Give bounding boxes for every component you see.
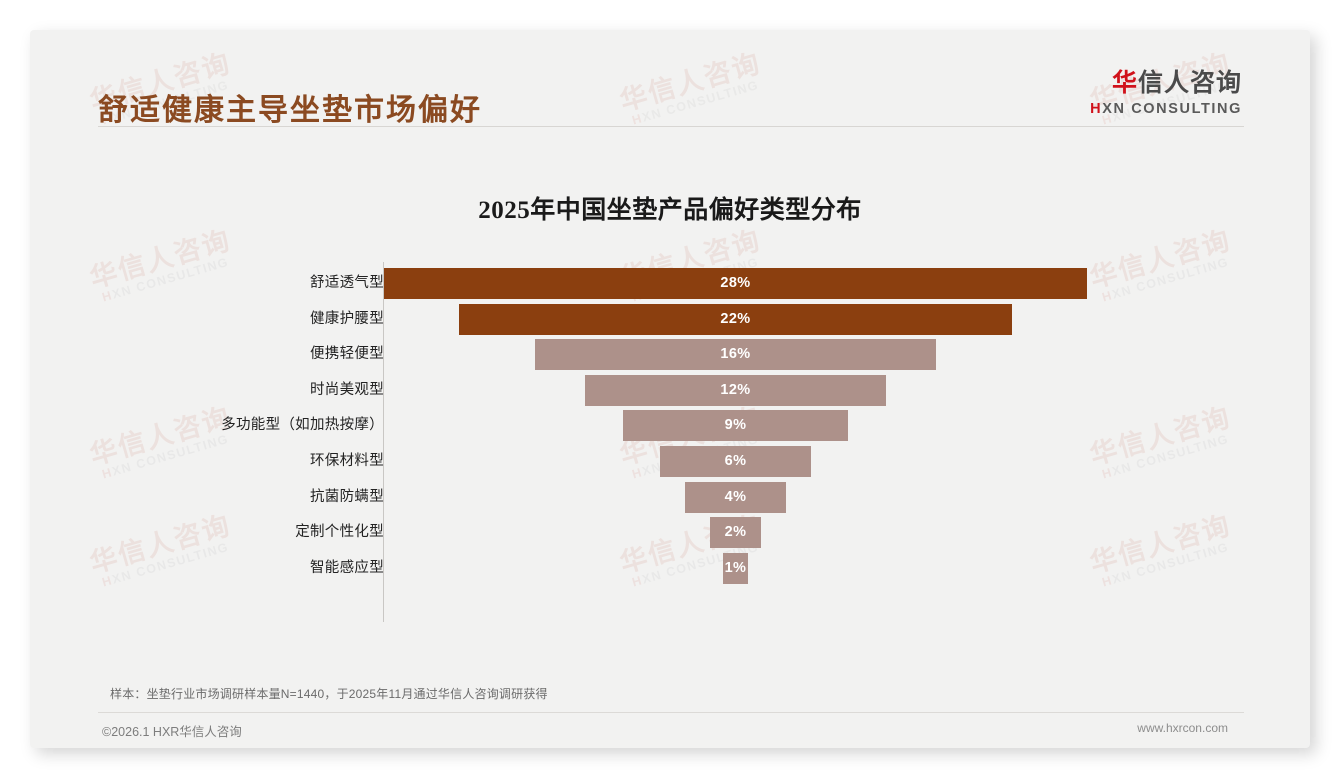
bar-value-label: 6% — [724, 453, 747, 469]
funnel-row: 智能感应型 1% — [30, 552, 1310, 584]
funnel-bar[interactable]: 6% — [660, 446, 811, 477]
website-url: www.hxrcon.com — [1137, 721, 1228, 735]
brand-logo: 华信人咨询 HXN CONSULTING — [1090, 69, 1242, 117]
bar-value-label: 12% — [720, 381, 751, 398]
category-label: 智能感应型 — [310, 559, 384, 576]
bar-value-label: 1% — [724, 559, 747, 576]
funnel-bar[interactable]: 22% — [459, 303, 1012, 335]
chart-title: 2025年中国坐垫产品偏好类型分布 — [478, 197, 862, 224]
funnel-row: 多功能型（如加热按摩） 9% — [30, 410, 1310, 442]
bar-value-label: 9% — [724, 417, 747, 434]
copyright-text: ©2026.1 HXR华信人咨询 — [102, 725, 242, 739]
category-label: 时尚美观型 — [310, 381, 384, 398]
page-title: 舒适健康主导坐垫市场偏好 — [98, 94, 482, 127]
funnel-row: 定制个性化型 2% — [30, 517, 1310, 549]
logo-chinese-rest: 信人咨询 — [1137, 69, 1242, 97]
funnel-bar[interactable]: 16% — [534, 339, 937, 371]
funnel-bar[interactable]: 4% — [685, 481, 786, 513]
category-label: 便携轻便型 — [310, 346, 384, 363]
logo-english-text: HXN CONSULTING — [1090, 101, 1242, 117]
header-divider — [98, 126, 1244, 127]
logo-chinese-text: 华信人咨询 — [1090, 69, 1242, 98]
funnel-bar[interactable]: 1% — [722, 552, 749, 584]
bar-value-label: 4% — [724, 488, 747, 505]
category-label: 健康护腰型 — [310, 310, 384, 327]
bar-value-label: 2% — [724, 524, 747, 541]
funnel-bar[interactable]: 9% — [622, 410, 849, 442]
funnel-bar[interactable]: 12% — [584, 374, 887, 406]
category-label: 多功能型（如加热按摩） — [221, 417, 384, 434]
bar-value-label: 28% — [720, 275, 751, 291]
category-label: 抗菌防螨型 — [310, 488, 384, 505]
logo-english-accent: H — [1090, 100, 1103, 117]
footer-divider — [98, 712, 1244, 713]
logo-english-rest: XN CONSULTING — [1102, 100, 1242, 117]
funnel-row: 抗菌防螨型 4% — [30, 481, 1310, 513]
funnel-row: 时尚美观型 12% — [30, 374, 1310, 406]
bar-value-label: 16% — [720, 346, 751, 363]
funnel-bar[interactable]: 2% — [710, 517, 761, 549]
funnel-row: 舒适透气型 28% — [30, 268, 1310, 299]
slide-canvas: 华信人咨询 HXN CONSULTING 华信人咨询 HXN CONSULTING 华信… — [30, 30, 1310, 748]
source-footnote: 样本：坐垫行业市场调研样本量N=1440，于2025年11月通过华信人咨询调研获… — [110, 687, 548, 701]
bar-value-label: 22% — [720, 310, 751, 327]
category-label: 环保材料型 — [310, 453, 384, 469]
category-label: 定制个性化型 — [295, 524, 384, 541]
chart-container: 2025年中国坐垫产品偏好类型分布 舒适透气型 28% 健康护腰型 22% 便携轻便型 1… — [30, 128, 1310, 688]
slide-footer: ©2026.1 HXR华信人咨询 www.hxrcon.com — [30, 718, 1310, 748]
funnel-row: 便携轻便型 16% — [30, 339, 1310, 371]
funnel-bar[interactable]: 28% — [384, 268, 1087, 299]
funnel-chart-plot: 舒适透气型 28% 健康护腰型 22% 便携轻便型 16% 时尚美观型 12% 多功能型（如加热… — [30, 260, 1310, 628]
funnel-row: 健康护腰型 22% — [30, 303, 1310, 335]
slide-header: 舒适健康主导坐垫市场偏好 华信人咨询 HXN CONSULTING — [30, 30, 1310, 128]
category-axis-line — [383, 262, 384, 622]
logo-accent-char: 华 — [1111, 69, 1138, 97]
category-label: 舒适透气型 — [310, 275, 384, 291]
funnel-row: 环保材料型 6% — [30, 446, 1310, 477]
